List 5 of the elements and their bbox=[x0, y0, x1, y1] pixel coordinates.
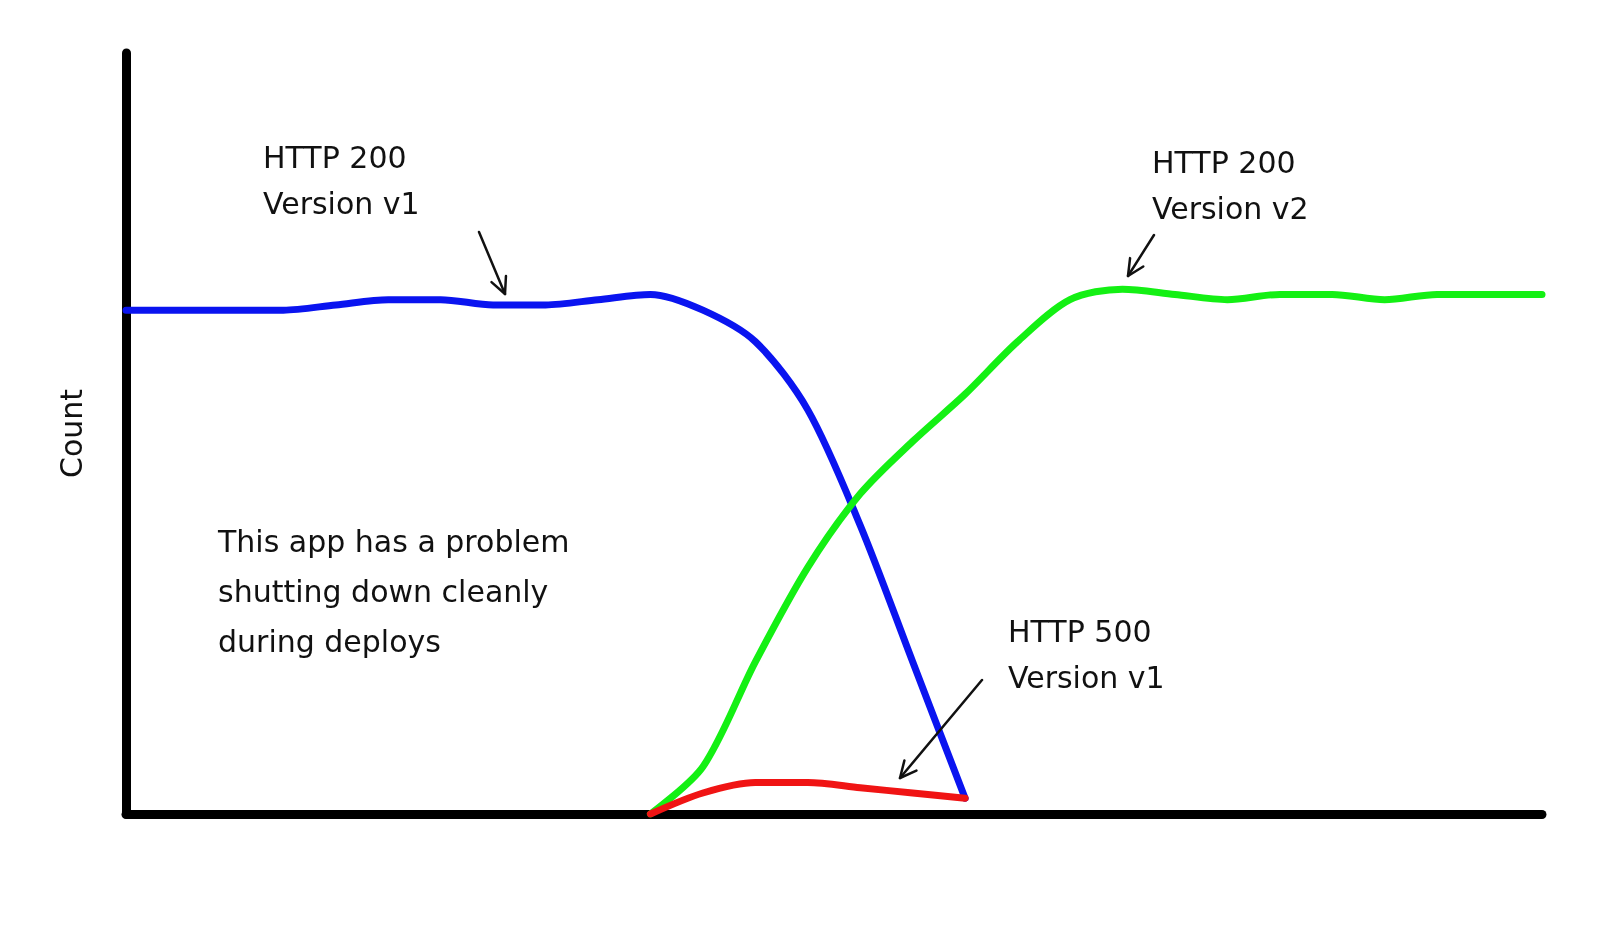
text: HTTP 500 Version v1 bbox=[1008, 613, 1165, 695]
text: HTTP 200 Version v2 bbox=[1152, 144, 1309, 226]
annotation: This app has a problem shutting down cleanly during deploys bbox=[217, 523, 570, 659]
text: HTTP 200 Version v1 bbox=[263, 139, 420, 221]
y-axis-title: Count bbox=[53, 388, 89, 479]
